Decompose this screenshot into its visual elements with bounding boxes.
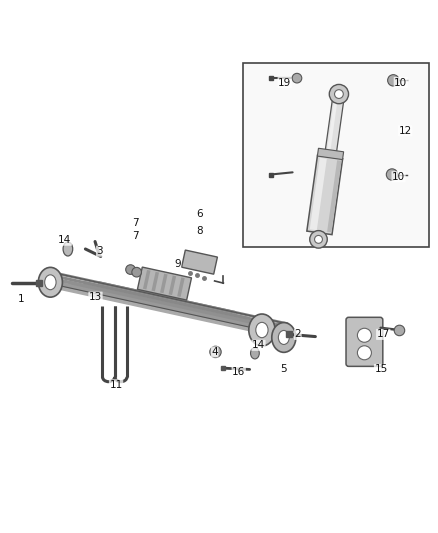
- Bar: [318, 148, 344, 159]
- Circle shape: [132, 268, 141, 277]
- Bar: [243, 63, 429, 247]
- Circle shape: [357, 346, 371, 360]
- Circle shape: [126, 265, 135, 274]
- Bar: [325, 99, 344, 157]
- Bar: [327, 160, 342, 232]
- Bar: [177, 277, 185, 297]
- Text: 11: 11: [110, 379, 123, 390]
- Bar: [182, 250, 217, 274]
- Text: 14: 14: [252, 341, 265, 350]
- FancyBboxPatch shape: [346, 317, 383, 366]
- Text: 10: 10: [394, 77, 407, 87]
- Bar: [152, 272, 159, 292]
- Bar: [307, 155, 343, 235]
- Ellipse shape: [272, 322, 296, 352]
- Text: 6: 6: [196, 209, 203, 219]
- Text: 7: 7: [132, 231, 139, 241]
- Circle shape: [292, 74, 302, 83]
- Text: 16: 16: [232, 367, 245, 377]
- Circle shape: [335, 90, 343, 99]
- Text: 4: 4: [211, 347, 218, 357]
- Ellipse shape: [45, 275, 56, 290]
- Bar: [138, 267, 191, 300]
- Circle shape: [388, 75, 399, 86]
- Text: 7: 7: [132, 217, 139, 228]
- Circle shape: [329, 84, 349, 104]
- Bar: [310, 158, 327, 230]
- Text: 8: 8: [196, 227, 203, 237]
- Bar: [169, 276, 176, 295]
- Bar: [327, 102, 337, 154]
- Ellipse shape: [63, 242, 73, 256]
- Text: 13: 13: [89, 292, 102, 302]
- Text: 10: 10: [392, 172, 405, 182]
- Text: 9: 9: [174, 260, 181, 269]
- Text: 14: 14: [58, 235, 71, 245]
- Ellipse shape: [249, 314, 275, 346]
- Circle shape: [310, 231, 327, 248]
- Circle shape: [394, 325, 405, 336]
- Text: 15: 15: [374, 365, 388, 374]
- Bar: [143, 270, 151, 289]
- Text: 5: 5: [280, 365, 287, 374]
- Ellipse shape: [39, 268, 63, 297]
- Bar: [160, 273, 168, 293]
- Text: 1: 1: [18, 294, 25, 304]
- Circle shape: [386, 169, 398, 180]
- Text: 2: 2: [294, 329, 301, 340]
- Text: 12: 12: [399, 126, 412, 136]
- Ellipse shape: [251, 348, 259, 359]
- Circle shape: [314, 236, 322, 243]
- Text: 17: 17: [377, 329, 390, 340]
- Circle shape: [210, 346, 221, 358]
- Circle shape: [357, 328, 371, 342]
- Text: 19: 19: [278, 77, 291, 87]
- Text: 3: 3: [96, 246, 103, 256]
- Ellipse shape: [279, 330, 290, 344]
- Ellipse shape: [256, 322, 268, 338]
